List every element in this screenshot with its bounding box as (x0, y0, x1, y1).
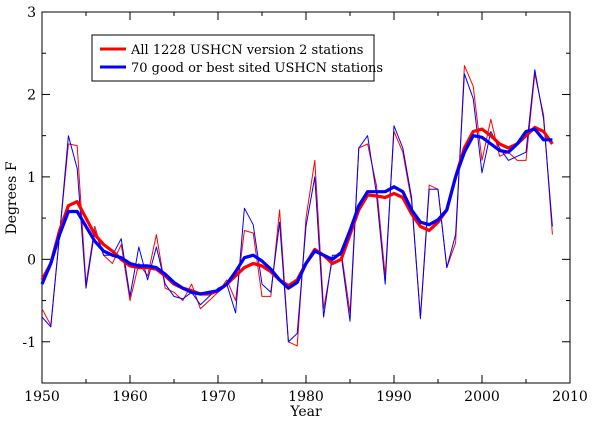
y-tick-label: 0 (27, 252, 36, 268)
all-stations-smoothed-line (40, 125, 554, 296)
tick-labels: 1950 1960 1970 1980 1990 2000 2010 -1 0 1 2 3 (22, 5, 587, 405)
y-tick-label: 2 (27, 87, 36, 103)
y-tick-label: 3 (27, 5, 36, 21)
all-stations-annual-line (41, 65, 553, 347)
x-tick-label: 1990 (376, 389, 412, 405)
good-sited-stations-annual-line (41, 69, 553, 343)
good-sited-stations-smoothed-line (40, 127, 553, 296)
x-tick-label: 1950 (24, 389, 60, 405)
x-axis-title: Year (289, 404, 322, 420)
series-group (40, 65, 554, 347)
legend-box (91, 34, 375, 82)
legend: All 1228 USHCN version 2 stations 70 goo… (91, 34, 383, 82)
axis-ticks (41, 11, 571, 383)
x-tick-label: 2000 (464, 389, 500, 405)
x-tick-label: 1970 (200, 389, 236, 405)
y-tick-label: 1 (27, 170, 36, 186)
x-tick-label: 1980 (288, 389, 324, 405)
y-tick-label: -1 (22, 335, 36, 351)
y-axis-title: Degrees F (4, 161, 20, 234)
legend-label-all-stations: All 1228 USHCN version 2 stations (130, 43, 363, 58)
legend-label-good-sited-stations: 70 good or best sited USHCN stations (131, 61, 383, 76)
x-tick-label: 2010 (552, 389, 588, 405)
x-tick-label: 1960 (112, 389, 148, 405)
